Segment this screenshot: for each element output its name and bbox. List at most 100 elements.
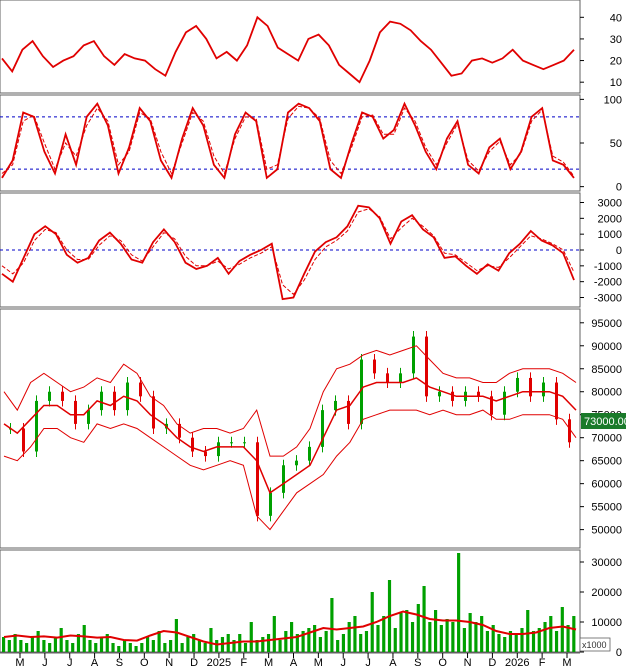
volume-bar — [428, 622, 432, 652]
volume-bar — [399, 613, 403, 652]
y-tick-label: 1000 — [598, 229, 622, 241]
volume-bar — [422, 586, 426, 652]
volume-bar — [238, 634, 242, 652]
volume-bar — [65, 640, 69, 652]
x-tick-label: M — [15, 657, 24, 668]
volume-bar — [382, 616, 386, 652]
volume-bar — [272, 616, 276, 652]
volume-bar — [364, 631, 369, 652]
volume-bar — [497, 634, 501, 652]
volume-bar — [117, 646, 121, 652]
volume-bar — [13, 634, 17, 652]
volume-bar — [295, 634, 299, 652]
volume-bar — [485, 631, 490, 652]
current-price-label: 73000.00 — [584, 416, 626, 428]
volume-bar — [462, 628, 466, 652]
x-tick-label: J — [365, 657, 371, 668]
volume-bar — [25, 643, 29, 652]
volume-bar — [215, 640, 219, 652]
y-tick-label: 0 — [616, 182, 622, 194]
volume-bar — [232, 640, 236, 652]
volume-bar — [336, 640, 340, 652]
volume-bar — [146, 637, 150, 652]
volume-bar — [341, 634, 346, 652]
candle-body — [451, 391, 454, 401]
candle-body — [503, 391, 506, 415]
volume-bar — [2, 637, 6, 652]
x-tick-label: M — [314, 657, 323, 668]
y-tick-label: 10 — [610, 77, 622, 89]
volume-bar — [134, 646, 138, 652]
current-price-marker — [581, 413, 626, 429]
y-tick-label: 65000 — [591, 456, 622, 468]
y-tick-label: 50000 — [591, 525, 622, 537]
candle-body — [334, 400, 337, 411]
volume-bar — [370, 592, 374, 652]
candle-body — [321, 410, 324, 447]
volume-bar — [526, 610, 530, 652]
y-tick-label: 85000 — [591, 364, 622, 376]
y-tick-label: 20 — [610, 56, 622, 68]
volume-bar — [393, 628, 397, 652]
y-tick-label: -2000 — [594, 277, 622, 289]
volume-bar — [203, 643, 207, 652]
stochastic-line-1 — [1, 105, 575, 177]
y-tick-label: 0 — [616, 647, 622, 659]
x-tick-label: D — [190, 657, 198, 668]
volume-bar — [278, 640, 282, 652]
x-tick-label: J — [42, 657, 48, 668]
candle-body — [555, 382, 558, 420]
x-tick-label: O — [140, 657, 149, 668]
volume-bar — [180, 643, 184, 652]
volume-bar — [572, 616, 576, 652]
volume-bar — [59, 628, 63, 652]
candle-body — [516, 377, 519, 392]
volume-bar — [169, 640, 173, 652]
candle-body — [282, 465, 285, 493]
volume-bar — [284, 631, 288, 652]
x-tick-label: O — [438, 657, 447, 668]
candle-body — [61, 391, 64, 401]
volume-bar — [261, 637, 265, 652]
volume-bar — [192, 634, 196, 652]
volume-bar — [451, 622, 455, 652]
candle-body — [48, 391, 51, 401]
candle-body — [217, 442, 220, 457]
x-tick-label: M — [562, 657, 571, 668]
candle-body — [178, 423, 181, 438]
y-tick-label: 0 — [616, 245, 622, 257]
volume-bar — [71, 643, 75, 652]
volume-bar — [549, 616, 553, 652]
volume-bar — [468, 613, 472, 652]
x-tick-label: F — [539, 657, 546, 668]
panel-frame-stochastic — [0, 94, 581, 192]
y-tick-label: 60000 — [591, 479, 622, 491]
candle-body — [347, 400, 350, 424]
volume-bar — [416, 604, 420, 652]
volume-bar — [140, 643, 144, 652]
x-tick-label: F — [240, 657, 247, 668]
candle-body — [243, 442, 246, 444]
candle-body — [529, 377, 532, 397]
x-tick-label: 2025 — [207, 657, 231, 668]
candle-body — [100, 391, 103, 411]
volume-bar — [405, 610, 409, 652]
adx-line-0 — [1, 15, 575, 84]
candle-body — [373, 359, 376, 374]
price-bb-upper-line — [3, 345, 577, 457]
candle-body — [139, 382, 142, 397]
volume-unit-label: x1000 — [582, 640, 607, 650]
volume-bar — [376, 625, 380, 652]
x-tick-label: N — [464, 657, 472, 668]
volume-bar — [76, 634, 81, 652]
candle-body — [360, 359, 363, 424]
volume-bar — [474, 622, 478, 652]
volume-bar — [94, 643, 98, 652]
volume-bar — [434, 610, 438, 652]
candle-body — [113, 391, 116, 411]
volume-unit-box — [579, 637, 611, 652]
volume-bar — [445, 619, 449, 652]
candle-body — [490, 396, 493, 415]
volume-bar — [82, 625, 86, 652]
volume-bar — [197, 640, 202, 652]
